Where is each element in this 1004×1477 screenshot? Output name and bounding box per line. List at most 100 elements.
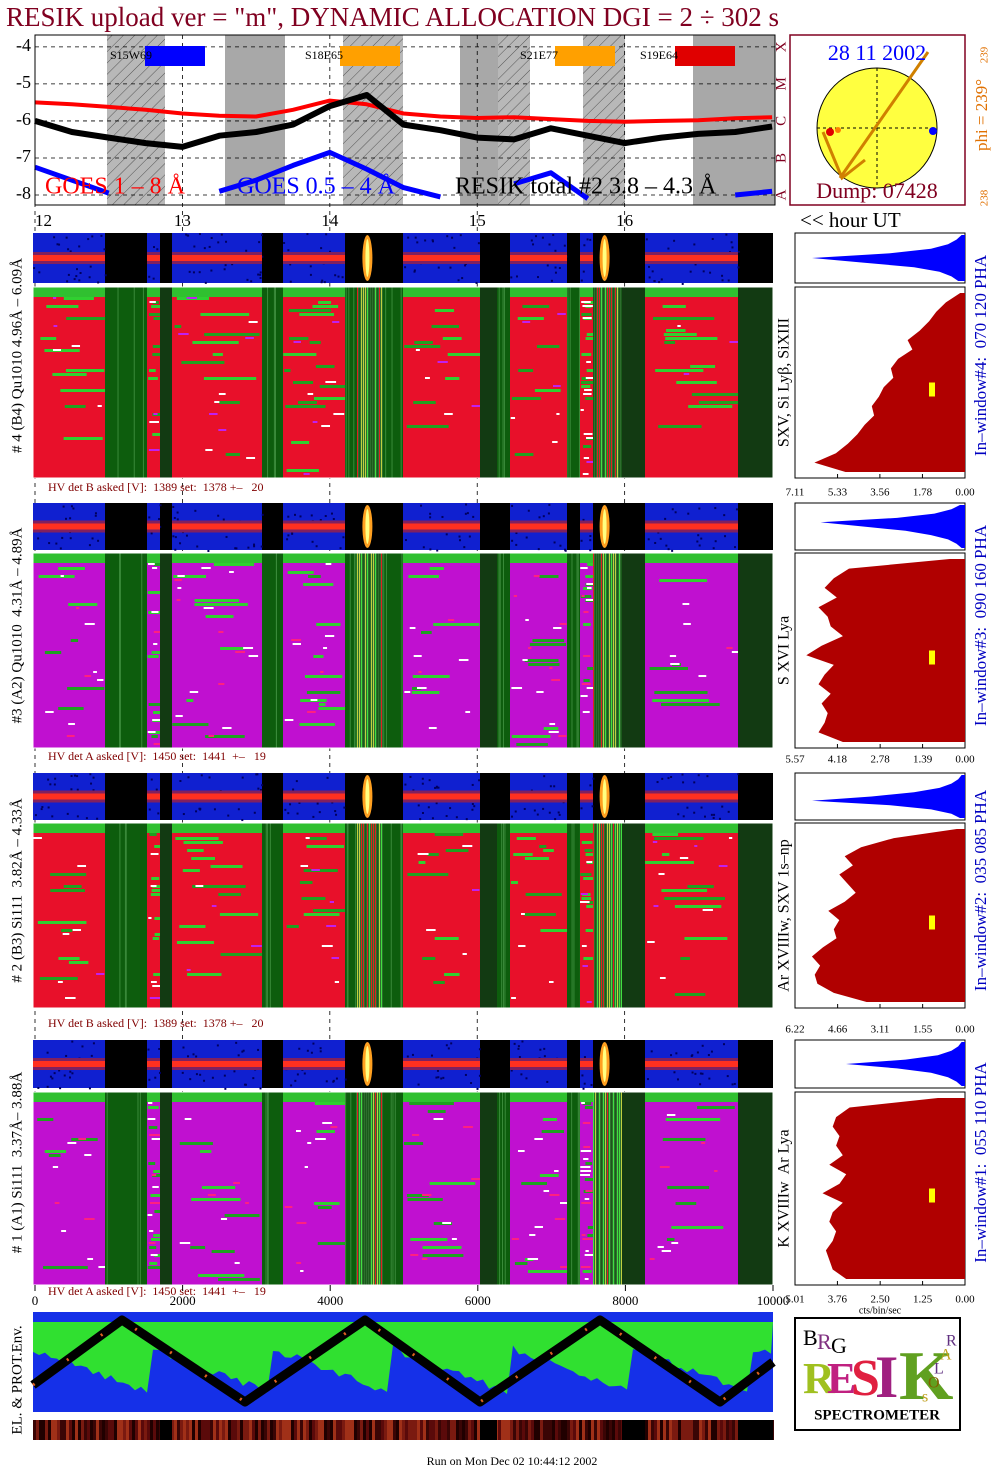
spectrogram-cell	[153, 711, 160, 714]
spectrogram-cell	[581, 841, 593, 844]
x-tick-label: 5.33	[828, 487, 848, 499]
spectrogram-cell	[256, 773, 259, 776]
spectrogram-cell	[217, 241, 220, 244]
spectrogram-cell	[701, 1142, 706, 1144]
spectrogram-cell	[676, 381, 717, 384]
count-strip-cell	[435, 1420, 438, 1440]
spectrogram-cell	[580, 823, 593, 1008]
spectrogram-cell	[611, 1092, 612, 1285]
spectrogram-cell	[585, 575, 593, 578]
spectrogram-cell	[383, 553, 385, 748]
spectrogram-cell	[502, 823, 504, 1008]
spectrogram-cell	[581, 683, 591, 685]
count-strip-cell	[225, 1420, 228, 1440]
spectrogram-cell	[580, 1092, 593, 1102]
spectrogram-cell	[419, 818, 422, 821]
spectrogram-cell	[580, 695, 588, 697]
spectrogram-cell	[470, 1082, 473, 1085]
window-marker	[929, 382, 935, 397]
spectrogram-cell	[147, 523, 160, 530]
spectrogram-cell	[273, 287, 275, 478]
spectrogram-cell	[261, 255, 264, 258]
spectrogram-cell	[593, 553, 594, 748]
page-title: RESIK upload ver = "m", DYNAMIC ALLOCATI…	[6, 2, 779, 32]
spectrogram-cell	[511, 997, 516, 999]
spectrogram-cell	[403, 1142, 424, 1145]
spectrogram-cell	[58, 957, 80, 960]
spectrogram-cell	[622, 823, 645, 1008]
spectrogram-cell	[243, 647, 254, 649]
spectrogram-cell	[229, 571, 234, 573]
spectrogram-cell	[607, 287, 608, 478]
spectrogram-cell	[617, 287, 618, 478]
spectrogram-cell	[499, 1092, 501, 1285]
spectrogram-cell	[283, 1092, 345, 1285]
spectrogram-cell	[363, 823, 364, 1008]
spectrogram-cell	[589, 238, 592, 241]
spectrogram-cell	[613, 553, 614, 748]
spectrogram-cell	[652, 699, 710, 702]
spectrogram-cell	[149, 1246, 157, 1249]
spectrogram-cell	[194, 509, 197, 512]
spectrogram-cell	[57, 981, 63, 983]
spectrogram-cell	[654, 837, 704, 840]
count-strip-cell	[708, 1420, 711, 1440]
spectrogram-cell	[148, 703, 160, 706]
spectrogram-cell	[563, 244, 566, 247]
spectrogram-cell	[63, 885, 82, 888]
spectrogram-cell	[504, 823, 506, 1008]
spectrogram-cell	[738, 553, 773, 748]
spectrogram-cell	[728, 837, 733, 839]
count-strip-cell	[138, 1420, 141, 1440]
spectrogram-cell	[323, 647, 328, 649]
count-strip-cell	[117, 1420, 120, 1440]
count-strip-cell	[252, 1420, 255, 1440]
spectrogram-cell	[583, 1082, 586, 1085]
spectrogram-cell	[601, 287, 602, 478]
spectrogram-cell	[542, 515, 545, 518]
spectrogram-cell	[609, 1092, 610, 1285]
spectrogram-cell	[286, 925, 299, 928]
spectrogram-cell	[662, 305, 686, 308]
spectrogram-cell	[586, 901, 593, 904]
spectrogram-cell	[158, 1071, 161, 1074]
y2-tick-label: C	[773, 116, 789, 126]
spectrogram-cell	[400, 287, 402, 478]
spectrogram-cell	[429, 516, 432, 519]
spectrogram-cell	[53, 236, 56, 239]
count-strip-cell	[675, 1420, 678, 1440]
spectrogram-cell	[149, 313, 160, 316]
spectrogram-cell	[153, 413, 158, 415]
spectrogram-cell	[433, 981, 445, 984]
spectrogram-cell	[306, 845, 345, 848]
spectrogram-cell	[375, 553, 376, 748]
spectrogram-cell	[529, 643, 566, 646]
spectrogram-cell	[677, 813, 680, 816]
spectrogram-cell	[436, 1069, 439, 1072]
count-strip-cell	[48, 1420, 51, 1440]
spectrogram-cell	[61, 1230, 67, 1232]
spectrogram-cell	[601, 553, 602, 748]
count-strip-cell	[594, 1420, 597, 1440]
spectrogram-cell	[472, 515, 475, 518]
count-strip-cell	[462, 1420, 465, 1440]
x-tick-label: 6000	[465, 1293, 491, 1308]
spectrogram-cell	[511, 815, 514, 818]
spectrogram-cell	[195, 1073, 198, 1076]
spectrogram-cell	[471, 802, 474, 805]
spectrogram-cell	[714, 1170, 718, 1172]
spectrogram-cell	[150, 1202, 161, 1204]
spectrogram-cell	[125, 823, 127, 1008]
spectrogram-cell	[150, 1238, 160, 1241]
spectrogram-cell	[440, 1077, 443, 1080]
spectrogram-cell	[309, 341, 321, 344]
spectrogram-cell	[291, 532, 294, 535]
spectrogram-cell	[46, 1085, 49, 1088]
line-annotation: K XVIIIw Ar Lya	[776, 1129, 793, 1247]
spectrogram-cell	[675, 1202, 697, 1205]
spectrogram-cell	[691, 1071, 694, 1074]
spectrogram-cell	[37, 921, 87, 924]
spectrogram-cell	[449, 266, 452, 269]
spectrogram-cell	[198, 1274, 245, 1277]
legend-entry: GOES 0.5 – 4 Å	[237, 174, 396, 200]
